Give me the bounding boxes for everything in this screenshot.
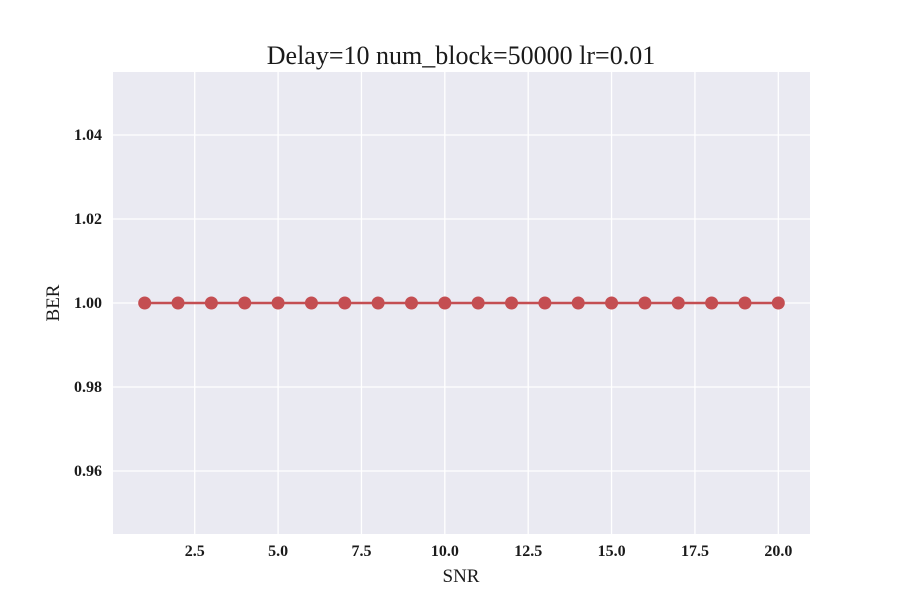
data-point: [404, 296, 418, 310]
data-point: [638, 296, 652, 310]
data-point: [705, 296, 719, 310]
data-point: [304, 296, 318, 310]
x-tick-label: 17.5: [681, 543, 709, 560]
data-point: [138, 296, 152, 310]
data-point: [438, 296, 452, 310]
data-point: [338, 296, 352, 310]
y-tick-label: 0.96: [74, 463, 102, 480]
chart-title: Delay=10 num_block=50000 lr=0.01: [267, 41, 655, 70]
x-tick-label: 5.0: [268, 543, 288, 560]
x-tick-label: 2.5: [185, 543, 205, 560]
data-point: [571, 296, 585, 310]
data-point: [238, 296, 252, 310]
data-point: [605, 296, 619, 310]
data-point: [471, 296, 485, 310]
y-tick-label: 1.04: [74, 127, 102, 144]
x-tick-label: 10.0: [431, 543, 459, 560]
x-tick-label: 20.0: [764, 543, 792, 560]
y-tick-labels: 0.96 0.98 1.00 1.02 1.04: [74, 127, 102, 480]
x-tick-labels: 2.5 5.0 7.5 10.0 12.5 15.0 17.5 20.0: [185, 543, 793, 560]
x-tick-label: 7.5: [351, 543, 371, 560]
data-point: [171, 296, 185, 310]
data-point: [771, 296, 785, 310]
y-axis-label: BER: [43, 284, 64, 321]
data-point: [738, 296, 752, 310]
x-axis-label: SNR: [443, 566, 480, 587]
data-point: [671, 296, 685, 310]
y-tick-label: 0.98: [74, 379, 102, 396]
data-point: [271, 296, 285, 310]
y-tick-label: 1.00: [74, 295, 102, 312]
y-tick-label: 1.02: [74, 211, 102, 228]
series-layer: [138, 296, 785, 310]
x-tick-label: 12.5: [514, 543, 542, 560]
data-point: [204, 296, 218, 310]
x-tick-label: 15.0: [598, 543, 626, 560]
data-point: [371, 296, 385, 310]
data-point: [538, 296, 552, 310]
data-point: [505, 296, 519, 310]
